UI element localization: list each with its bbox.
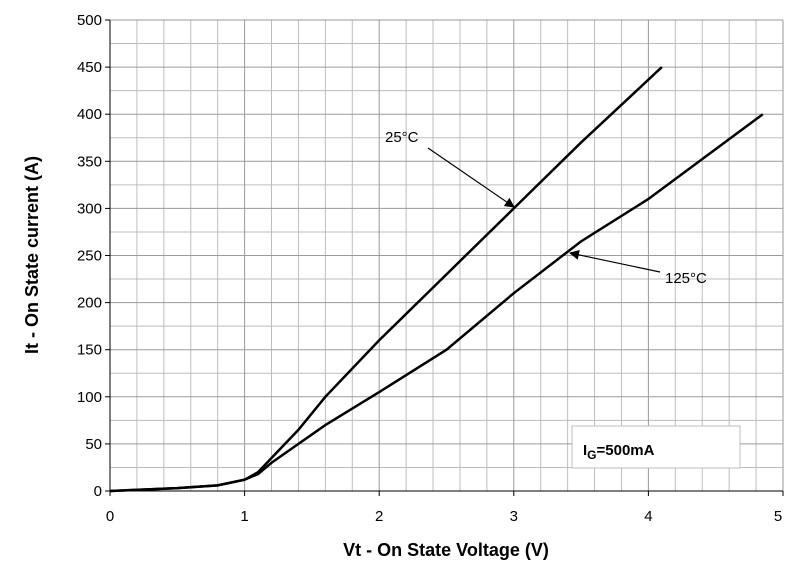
x-tick-label: 1 <box>240 508 248 525</box>
condition-subscript: G <box>587 448 596 462</box>
y-tick-label: 250 <box>77 248 102 265</box>
y-tick-label: 200 <box>77 295 102 312</box>
y-tick-label: 50 <box>85 436 102 453</box>
y-axis-title: It - On State current (A) <box>22 156 42 354</box>
x-axis-title: Vt - On State Voltage (V) <box>343 540 549 560</box>
y-tick-label: 450 <box>77 59 102 76</box>
annotation-arrow <box>569 249 661 273</box>
x-tick-label: 0 <box>106 508 114 525</box>
condition-label: IG=500mA <box>583 442 655 462</box>
y-tick-label: 150 <box>77 342 102 359</box>
y-tick-label: 350 <box>77 153 102 170</box>
x-tick-label: 3 <box>510 508 518 525</box>
y-tick-label: 500 <box>77 12 102 29</box>
y-tick-label: 100 <box>77 389 102 406</box>
condition-box <box>571 425 741 469</box>
x-tick-label: 4 <box>644 508 652 525</box>
annotation-arrow <box>427 147 515 208</box>
condition-main: I <box>583 442 587 459</box>
x-tick-label: 2 <box>375 508 383 525</box>
y-tick-label: 400 <box>77 106 102 123</box>
x-tick-label: 5 <box>774 508 782 525</box>
condition-suffix: =500mA <box>597 442 655 459</box>
y-tick-label: 300 <box>77 200 102 217</box>
series-annotation: 125°C <box>665 270 707 287</box>
y-tick-label: 0 <box>94 483 102 500</box>
series-annotation: 25°C <box>385 129 419 146</box>
